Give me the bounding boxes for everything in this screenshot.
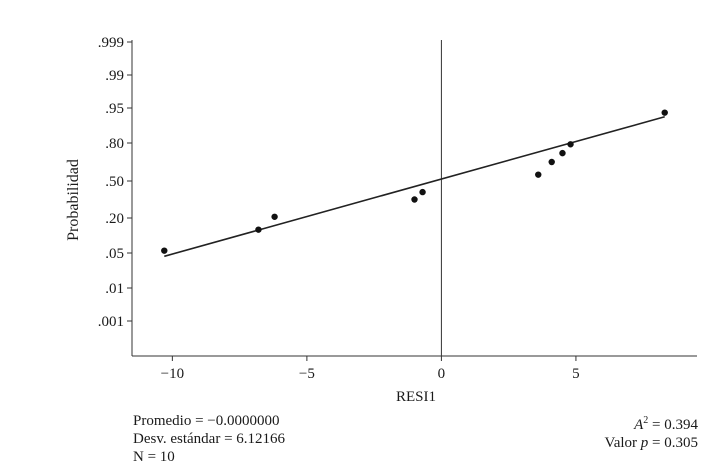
y-tick-label: .999 bbox=[98, 35, 124, 51]
data-point bbox=[567, 141, 574, 148]
mean-stat: Promedio = −0.0000000 bbox=[133, 413, 280, 429]
a-squared-symbol: A bbox=[634, 417, 644, 433]
a-squared-value: = 0.394 bbox=[648, 417, 698, 433]
data-point bbox=[559, 149, 566, 157]
data-point bbox=[255, 226, 262, 233]
p-value-stat: Valor p = 0.305 bbox=[605, 434, 698, 452]
fit-line-group bbox=[164, 115, 665, 258]
y-ticks: .001 .01 .05 .20 .50 .80 .95 .99 .999 bbox=[98, 35, 132, 330]
y-tick-label: .50 bbox=[105, 174, 124, 190]
data-points bbox=[161, 109, 668, 254]
p-value-prefix: Valor bbox=[604, 435, 641, 451]
y-tick-label: .95 bbox=[105, 101, 124, 117]
x-axis-label: RESI1 bbox=[396, 389, 436, 405]
a-squared-exponent: 2 bbox=[643, 415, 649, 426]
data-point bbox=[271, 213, 278, 220]
x-tick-label: 5 bbox=[572, 366, 580, 382]
x-tick-label: −5 bbox=[299, 366, 315, 382]
x-tick-label: 0 bbox=[438, 366, 446, 382]
a-squared-stat: A2 = 0.394 bbox=[605, 412, 698, 434]
summary-stats-left: Promedio = −0.0000000 Desv. estándar = 6… bbox=[133, 412, 285, 466]
axes bbox=[131, 40, 697, 357]
y-tick-label: .99 bbox=[105, 68, 124, 84]
y-tick-label: .80 bbox=[105, 136, 124, 152]
p-symbol: p bbox=[640, 435, 649, 451]
data-point bbox=[548, 158, 555, 166]
y-tick-label: .05 bbox=[105, 246, 124, 262]
y-tick-label: .01 bbox=[105, 281, 124, 297]
y-tick-label: .001 bbox=[98, 314, 124, 330]
data-point bbox=[411, 196, 418, 203]
std-dev-stat: Desv. estándar = 6.12166 bbox=[133, 431, 286, 447]
y-axis-label: Probabilidad bbox=[65, 159, 82, 241]
y-tick-label: .20 bbox=[105, 211, 124, 227]
data-point bbox=[661, 109, 668, 116]
x-tick-label: −10 bbox=[161, 366, 184, 382]
fit-line bbox=[164, 115, 665, 258]
n-stat: N = 10 bbox=[133, 449, 175, 465]
data-point bbox=[419, 188, 426, 196]
summary-stats-right: A2 = 0.394 Valor p = 0.305 bbox=[605, 412, 698, 452]
data-point bbox=[161, 247, 168, 254]
data-point bbox=[535, 171, 542, 178]
x-ticks: −10 −5 0 5 bbox=[161, 356, 580, 382]
p-value: = 0.305 bbox=[648, 435, 698, 451]
